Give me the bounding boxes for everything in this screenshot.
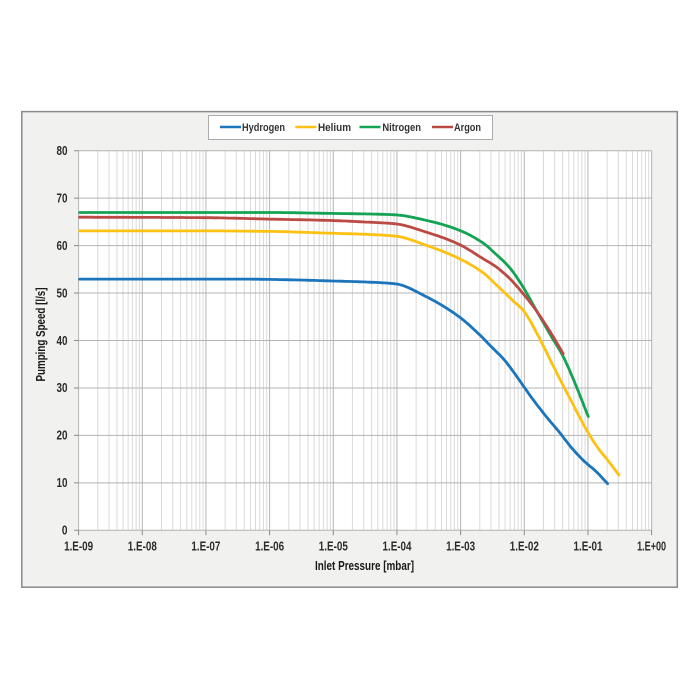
svg-text:Argon: Argon: [454, 122, 481, 134]
svg-text:Hydrogen: Hydrogen: [242, 122, 285, 134]
svg-text:60: 60: [57, 239, 68, 253]
svg-text:1.E-01: 1.E-01: [574, 540, 603, 554]
svg-text:20: 20: [57, 429, 68, 443]
svg-text:Pumping Speed [l/s]: Pumping Speed [l/s]: [34, 288, 48, 382]
svg-text:0: 0: [62, 524, 68, 538]
svg-text:30: 30: [57, 381, 68, 395]
svg-text:40: 40: [57, 334, 68, 348]
svg-text:Nitrogen: Nitrogen: [382, 122, 421, 134]
svg-text:1.E+00: 1.E+00: [637, 540, 666, 554]
svg-text:1.E-06: 1.E-06: [255, 540, 284, 554]
svg-text:1.E-04: 1.E-04: [383, 540, 412, 554]
svg-text:80: 80: [57, 144, 68, 158]
svg-text:1.E-03: 1.E-03: [446, 540, 475, 554]
svg-text:1.E-08: 1.E-08: [128, 540, 157, 554]
svg-text:Helium: Helium: [318, 122, 351, 134]
svg-text:Inlet Pressure [mbar]: Inlet Pressure [mbar]: [315, 559, 414, 573]
svg-text:1.E-07: 1.E-07: [191, 540, 220, 554]
svg-text:50: 50: [57, 286, 68, 300]
svg-text:1.E-05: 1.E-05: [319, 540, 348, 554]
svg-text:1.E-02: 1.E-02: [510, 540, 539, 554]
svg-text:10: 10: [57, 476, 68, 490]
svg-text:1.E-09: 1.E-09: [64, 540, 93, 554]
svg-text:70: 70: [57, 192, 68, 206]
